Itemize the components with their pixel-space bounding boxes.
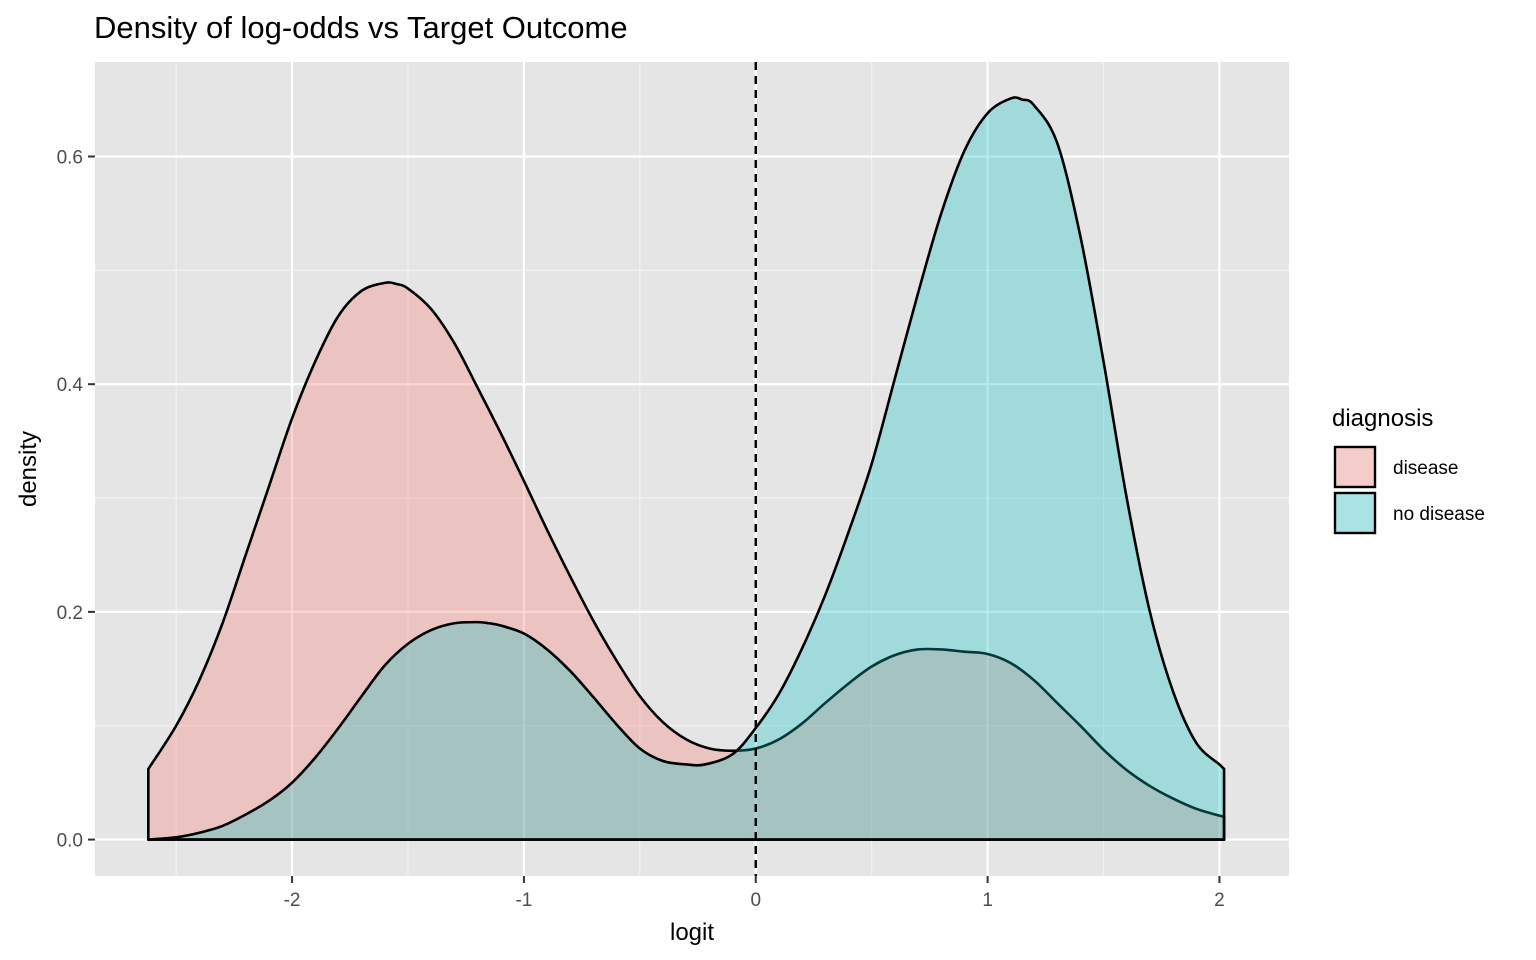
y-tick-label: 0.0: [57, 831, 83, 852]
x-axis-label: logit: [670, 919, 714, 946]
legend: diagnosis disease no disease: [1332, 405, 1485, 535]
legend-key-bg: [1334, 492, 1376, 534]
x-tick-label: 2: [1214, 890, 1225, 911]
density-outline-disease: [147, 281, 1226, 841]
plot-panel: [95, 62, 1289, 876]
legend-key-disease: [1333, 445, 1377, 489]
x-tick-label: 1: [982, 890, 993, 911]
legend-label: disease: [1393, 458, 1459, 479]
y-tick-label: 0.4: [57, 375, 84, 396]
legend-title: diagnosis: [1332, 405, 1433, 432]
x-axis-ticks: -2 -1 0 1 2: [284, 876, 1225, 911]
x-tick-label: -2: [284, 890, 301, 911]
legend-key-no-disease: [1333, 491, 1377, 535]
chart-title: Density of log-odds vs Target Outcome: [94, 10, 628, 45]
x-tick-label: 0: [750, 890, 761, 911]
density-area-disease: [148, 282, 1225, 840]
legend-key-bg: [1334, 446, 1376, 488]
y-tick-label: 0.2: [57, 603, 83, 624]
y-tick-label: 0.6: [57, 147, 83, 168]
density-area-no-disease: [148, 97, 1225, 840]
legend-keys: disease no disease: [1333, 445, 1485, 535]
y-axis-ticks: 0.0 0.2 0.4 0.6: [57, 147, 95, 852]
density-outline-no-disease: [147, 96, 1226, 841]
y-axis-label: density: [15, 431, 42, 507]
legend-label: no disease: [1393, 504, 1485, 525]
density-areas: [147, 96, 1226, 841]
x-tick-label: -1: [515, 890, 532, 911]
